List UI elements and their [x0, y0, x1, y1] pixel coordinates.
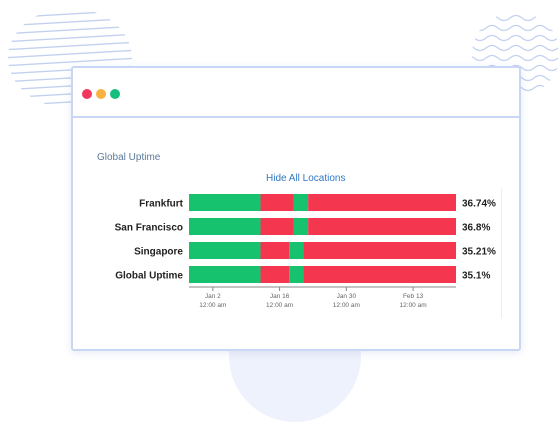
- row-label: San Francisco: [115, 223, 183, 234]
- x-tick-label: Jan 16: [270, 293, 290, 300]
- uptime-segment-up: [293, 218, 309, 235]
- row-label: Global Uptime: [115, 271, 183, 282]
- uptime-segment-down: [260, 194, 294, 211]
- window-titlebar: [73, 68, 519, 118]
- uptime-segment-down: [260, 242, 290, 259]
- minimize-window-dot[interactable]: [96, 89, 106, 99]
- uptime-percent: 36.74%: [462, 199, 496, 210]
- x-tick-label: Jan 2: [205, 293, 221, 300]
- uptime-segment-up: [189, 194, 261, 211]
- x-tick-sublabel: 12:00 am: [400, 302, 427, 309]
- uptime-segment-down: [303, 242, 456, 259]
- uptime-segment-down: [308, 194, 456, 211]
- uptime-segment-down: [303, 266, 456, 283]
- uptime-percent: 35.21%: [462, 247, 496, 258]
- panel-title: Global Uptime: [97, 152, 161, 163]
- uptime-segment-up: [189, 266, 261, 283]
- x-tick-label: Jan 30: [337, 293, 357, 300]
- x-tick-label: Feb 13: [403, 293, 424, 300]
- close-window-dot[interactable]: [82, 89, 92, 99]
- uptime-percent: 35.1%: [462, 271, 490, 282]
- uptime-percent: 36.8%: [462, 223, 490, 234]
- row-label: Frankfurt: [139, 199, 184, 210]
- uptime-segment-up: [189, 242, 261, 259]
- hide-all-locations-link[interactable]: Hide All Locations: [266, 173, 346, 184]
- uptime-segment-up: [289, 242, 304, 259]
- uptime-segment-up: [189, 218, 261, 235]
- uptime-segment-up: [293, 194, 309, 211]
- uptime-segment-up: [289, 266, 304, 283]
- uptime-segment-down: [260, 218, 294, 235]
- uptime-timeline-chart: Frankfurt 36.74% San Francisco 36.8% Singapo…: [115, 194, 496, 309]
- uptime-segment-down: [260, 266, 290, 283]
- x-tick-sublabel: 12:00 am: [199, 302, 226, 309]
- browser-window: Global Uptime Hide All Locations Frankfu…: [71, 66, 521, 351]
- x-tick-sublabel: 12:00 am: [333, 302, 360, 309]
- uptime-segment-down: [308, 218, 456, 235]
- x-tick-sublabel: 12:00 am: [266, 302, 293, 309]
- panel-scroll-edge: [501, 188, 502, 318]
- maximize-window-dot[interactable]: [110, 89, 120, 99]
- row-label: Singapore: [134, 247, 183, 258]
